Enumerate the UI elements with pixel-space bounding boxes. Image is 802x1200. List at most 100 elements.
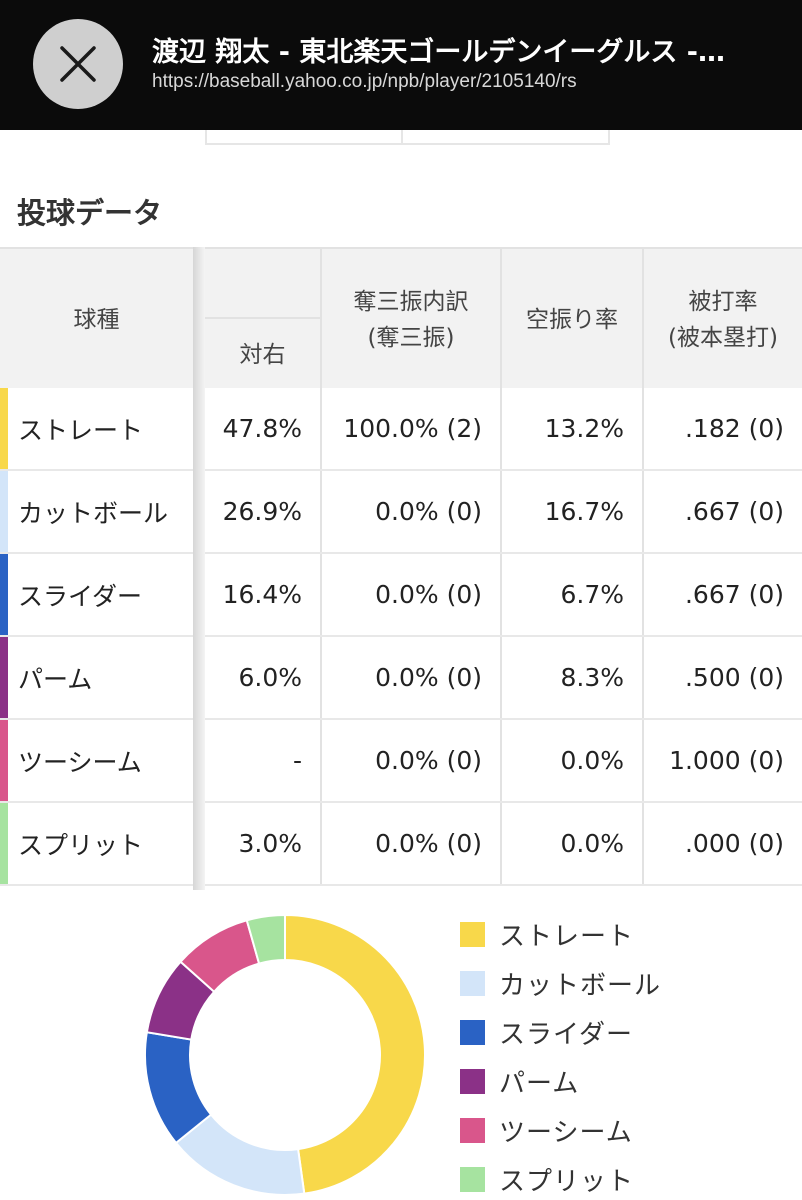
header-avg: 被打率 (被本塁打)	[644, 249, 802, 390]
divider	[500, 471, 502, 552]
table-row: スライダー 16.4% 0.0% (0) 6.7% .667 (0)	[0, 554, 802, 637]
header-avg-line2: (被本塁打)	[668, 324, 778, 351]
pitch-name: ストレート	[18, 415, 144, 445]
legend-label: ストレート	[499, 922, 635, 952]
strikeout-value: 0.0% (0)	[375, 663, 482, 692]
legend-item: ツーシーム	[460, 1106, 661, 1155]
close-icon	[60, 46, 96, 82]
divider	[642, 554, 644, 635]
legend-swatch	[460, 971, 485, 996]
legend-label: スプリット	[499, 1167, 635, 1197]
vs-right-value: 26.9%	[222, 497, 302, 526]
section-title: 投球データ	[17, 196, 163, 230]
divider	[500, 388, 502, 469]
page-title: 渡辺 翔太 - 東北楽天ゴールデンイーグルス -…	[152, 37, 726, 68]
table-row: ツーシーム - 0.0% (0) 0.0% 1.000 (0)	[0, 720, 802, 803]
avg-value: .667 (0)	[684, 580, 784, 609]
table-row: パーム 6.0% 0.0% (0) 8.3% .500 (0)	[0, 637, 802, 720]
table-remnant	[0, 130, 802, 146]
avg-value: .182 (0)	[684, 414, 784, 443]
pitch-color-swatch	[0, 803, 8, 884]
vs-right-value: 47.8%	[222, 414, 302, 443]
pitch-name: パーム	[18, 664, 93, 694]
table-row: カットボール 26.9% 0.0% (0) 16.7% .667 (0)	[0, 471, 802, 554]
pitch-name: スライダー	[18, 581, 143, 611]
pitch-color-swatch	[0, 720, 8, 801]
divider	[500, 803, 502, 884]
strikeout-value: 100.0% (2)	[343, 414, 482, 443]
header-pitch-type: 球種	[73, 306, 120, 333]
table-header: 球種 対右 奪三振内訳 (奪三振) 空振り率 被打率 (被本塁打)	[0, 247, 802, 390]
whiff-rate-value: 8.3%	[560, 663, 624, 692]
legend-item: スプリット	[460, 1155, 661, 1200]
divider	[320, 388, 322, 469]
browser-header: 渡辺 翔太 - 東北楽天ゴールデンイーグルス -… https://baseba…	[0, 0, 802, 130]
avg-value: .667 (0)	[684, 497, 784, 526]
divider	[642, 471, 644, 552]
divider	[500, 720, 502, 801]
close-button[interactable]	[33, 19, 123, 109]
pitch-color-swatch	[0, 471, 8, 552]
donut-slice	[284, 913, 426, 1195]
pitch-name: スプリット	[18, 830, 144, 860]
chart-legend: ストレートカットボール スライダーパームツーシームスプリット	[460, 910, 661, 1200]
divider	[500, 554, 502, 635]
pitch-data-table: 球種 対右 奪三振内訳 (奪三振) 空振り率 被打率 (被本塁打) ストレート 4…	[0, 247, 802, 890]
pitch-color-swatch	[0, 637, 8, 718]
donut-slice	[245, 913, 286, 965]
legend-label: スライダー	[499, 1020, 633, 1050]
header-strikeout-line2: (奪三振)	[367, 324, 455, 351]
whiff-rate-value: 16.7%	[544, 497, 624, 526]
divider	[320, 554, 322, 635]
legend-label: ツーシーム	[499, 1118, 633, 1148]
legend-label: カットボール	[499, 971, 662, 1001]
divider	[642, 720, 644, 801]
divider	[642, 803, 644, 884]
divider	[642, 637, 644, 718]
divider	[642, 388, 644, 469]
header-avg-line1: 被打率	[688, 288, 758, 315]
legend-swatch	[460, 1020, 485, 1045]
header-whiff-rate: 空振り率	[526, 306, 618, 333]
pitch-mix-donut-chart	[144, 913, 426, 1196]
legend-item: ストレート	[460, 910, 661, 959]
avg-value: .000 (0)	[684, 829, 784, 858]
vs-right-value: 6.0%	[238, 663, 302, 692]
pitch-name: ツーシーム	[18, 747, 142, 777]
header-strikeout: 奪三振内訳 (奪三振)	[322, 249, 500, 390]
divider	[642, 249, 644, 390]
pitch-color-swatch	[0, 554, 8, 635]
legend-swatch	[460, 1118, 485, 1143]
legend-item: スライダー	[460, 1008, 661, 1057]
legend-item: カットボール	[460, 959, 661, 1008]
pitch-color-swatch	[0, 388, 8, 469]
divider	[320, 803, 322, 884]
page-url[interactable]: https://baseball.yahoo.co.jp/npb/player/…	[152, 71, 577, 92]
legend-label: パーム	[499, 1069, 580, 1099]
header-vs-right: 対右	[239, 341, 286, 368]
vs-right-value: 3.0%	[238, 829, 302, 858]
pitch-name: カットボール	[18, 498, 169, 528]
divider	[205, 317, 320, 319]
divider	[320, 637, 322, 718]
header-strikeout-line1: 奪三振内訳	[353, 288, 469, 315]
legend-swatch	[460, 1167, 485, 1192]
avg-value: .500 (0)	[684, 663, 784, 692]
remnant-cell	[401, 130, 610, 145]
divider	[500, 637, 502, 718]
table-row: ストレート 47.8% 100.0% (2) 13.2% .182 (0)	[0, 388, 802, 471]
divider	[320, 249, 322, 390]
strikeout-value: 0.0% (0)	[375, 497, 482, 526]
strikeout-value: 0.0% (0)	[375, 580, 482, 609]
legend-swatch	[460, 1069, 485, 1094]
divider	[500, 249, 502, 390]
whiff-rate-value: 0.0%	[560, 829, 624, 858]
legend-swatch	[460, 922, 485, 947]
strikeout-value: 0.0% (0)	[375, 829, 482, 858]
whiff-rate-value: 13.2%	[544, 414, 624, 443]
strikeout-value: 0.0% (0)	[375, 746, 482, 775]
avg-value: 1.000 (0)	[669, 746, 784, 775]
divider	[320, 720, 322, 801]
remnant-cell	[205, 130, 403, 145]
legend-item: パーム	[460, 1057, 661, 1106]
